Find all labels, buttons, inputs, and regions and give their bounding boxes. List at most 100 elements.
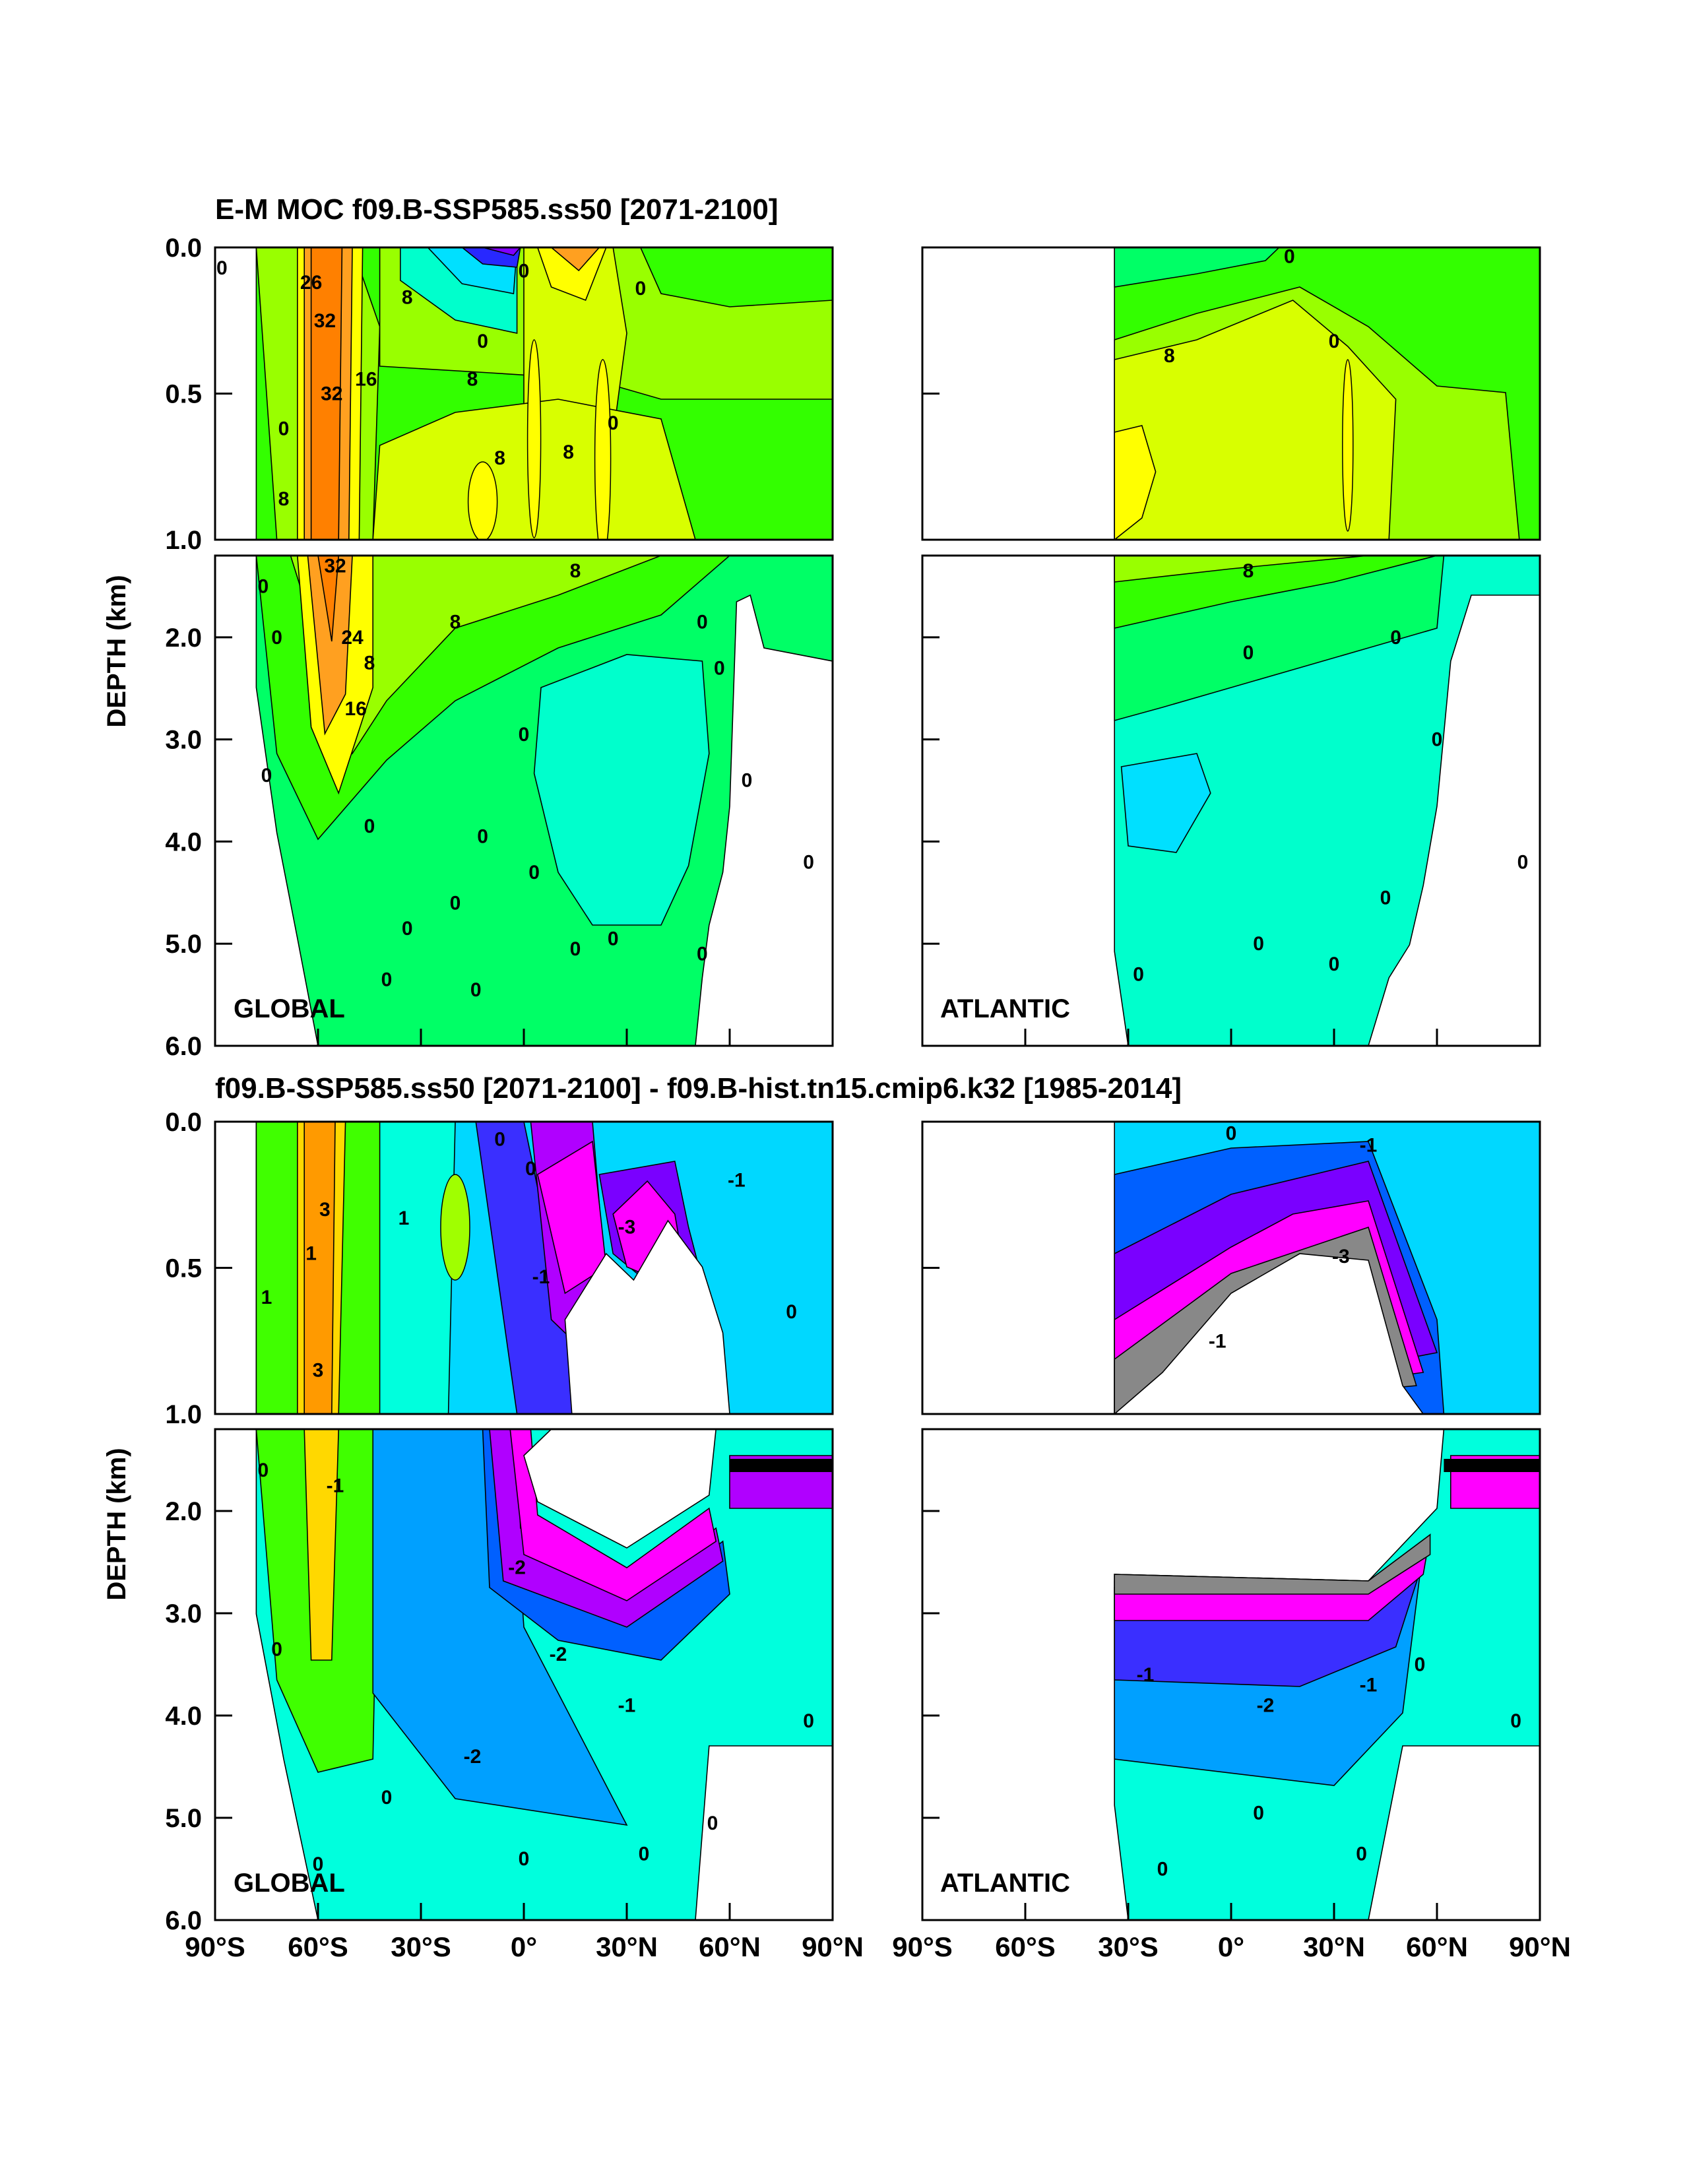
contour-band: [482, 247, 521, 256]
y-tick-label: 2.0: [165, 1497, 202, 1526]
y-tick-label: 3.0: [165, 1599, 202, 1628]
contour-label: 1: [261, 1287, 272, 1308]
contour-band: [533, 654, 710, 926]
global-diff-upper-contours: [255, 1122, 833, 1414]
contour-label: 0: [1356, 1843, 1367, 1865]
contour-label: 8: [1243, 560, 1254, 582]
x-tick-label: 90°S: [185, 1931, 245, 1962]
contour-label: 0: [1329, 331, 1340, 352]
y-tick-label: 4.0: [165, 1702, 202, 1731]
global-upper-contours: [255, 247, 833, 540]
global-diff-lower-contours: [255, 1429, 833, 1920]
contour-label: -1: [532, 1266, 550, 1288]
contour-band: [379, 1122, 456, 1414]
contour-band: [526, 339, 542, 538]
contour-band: [303, 1122, 336, 1414]
contour-label: 0: [1380, 887, 1391, 909]
contour-label: 0: [1390, 627, 1401, 649]
contour-label: 0: [477, 826, 488, 848]
contour-band: [1114, 556, 1438, 629]
contour-label: -1: [1137, 1664, 1155, 1686]
region-label-global-bottom: GLOBAL: [234, 1869, 345, 1898]
y-tick-label: 3.0: [165, 726, 202, 755]
contour-label: 0: [1329, 953, 1340, 975]
contour-band: [536, 247, 607, 302]
contour-label: 3: [319, 1199, 331, 1221]
contour-label: 0: [364, 816, 375, 837]
contour-band: [303, 1429, 340, 1661]
atlantic-diff-lower-contours: [1114, 1429, 1540, 1920]
y-tick-label: 5.0: [165, 930, 202, 959]
contour-label: 0: [786, 1301, 797, 1323]
contour-band: [1342, 359, 1354, 532]
contour-label: -3: [618, 1216, 636, 1238]
contour-label: 16: [345, 698, 367, 720]
x-tick-label: 60°S: [288, 1931, 348, 1962]
no-data-region: [523, 1429, 717, 1549]
y-tick-label: 0.0: [165, 1108, 202, 1137]
contour-label: 0: [803, 851, 814, 873]
y-tick-label: 1.0: [165, 1400, 202, 1429]
x-tick-label: 30°N: [1303, 1931, 1365, 1962]
contour-label: 0: [271, 1638, 282, 1660]
contour-label: 8: [278, 488, 290, 510]
atlantic-diff-upper-contours: [1113, 1122, 1540, 1414]
contour-label: 0: [803, 1710, 814, 1732]
contour-label: 16: [355, 368, 377, 390]
dense-contour-band: [730, 1459, 833, 1472]
contour-band: [594, 359, 612, 540]
contour-label: -1: [1209, 1330, 1227, 1352]
contour-label: 0: [271, 627, 282, 649]
contour-band: [372, 1429, 628, 1826]
top-figure-title: E-M MOC f09.B-SSP585.ss50 [2071-2100]: [215, 193, 779, 226]
contour-label: 0: [528, 862, 540, 883]
contour-label: 32: [321, 383, 342, 405]
region-label-global-top: GLOBAL: [234, 994, 345, 1023]
contour-label: -1: [728, 1170, 746, 1192]
contour-label: 0: [519, 724, 530, 746]
contour-label: 0: [1432, 729, 1443, 751]
y-tick-label: 4.0: [165, 827, 202, 856]
region-label-atlantic-bottom: ATLANTIC: [940, 1869, 1070, 1898]
contour-label: 0: [381, 969, 393, 990]
contour-label: 0: [477, 331, 488, 352]
x-tick-label: 90°N: [1509, 1931, 1571, 1962]
global-lower-contours: [255, 556, 833, 1046]
contour-label: 0: [608, 412, 619, 434]
x-tick-label: 0°: [511, 1931, 537, 1962]
contour-label: 0: [1253, 1802, 1264, 1824]
y-tick-label: 0.0: [165, 234, 202, 263]
contour-label: 0: [257, 575, 269, 597]
contour-label: 32: [314, 310, 336, 332]
contour-label: 8: [494, 447, 505, 469]
contour-label: 0: [1415, 1654, 1426, 1676]
y-tick-label: 0.5: [165, 1254, 202, 1283]
contour-label: 0: [1157, 1859, 1168, 1880]
contour-band: [317, 556, 340, 642]
contour-label: 0: [519, 260, 530, 282]
atlantic-lower-contours: [1114, 556, 1540, 1046]
contour-band: [1114, 425, 1157, 540]
top-y-axis-label: DEPTH (km): [102, 575, 131, 727]
x-tick-label: 60°N: [699, 1931, 761, 1962]
contour-band: [1114, 556, 1369, 583]
dense-contour-band: [1444, 1459, 1540, 1472]
x-tick-label: 60°N: [1406, 1931, 1468, 1962]
contour-label: -1: [1360, 1134, 1378, 1156]
contour-band: [290, 556, 662, 755]
y-tick-label: 6.0: [165, 1906, 202, 1935]
contour-label: 3: [313, 1360, 324, 1382]
contour-label: 8: [402, 286, 413, 308]
contour-label: 0: [707, 1813, 718, 1834]
contour-label: 0: [714, 657, 725, 679]
contour-label: 0: [1226, 1123, 1237, 1145]
contour-label: 0: [450, 892, 461, 914]
contour-label: 0: [608, 928, 619, 949]
bottom-figure-title: f09.B-SSP585.ss50 [2071-2100] - f09.B-hi…: [215, 1072, 1182, 1105]
contour-label: 8: [563, 441, 574, 463]
contour-label: 24: [341, 627, 364, 649]
x-tick-label: 90°N: [802, 1931, 864, 1962]
contour-label: 0: [470, 979, 482, 1001]
contour-label: 0: [697, 944, 708, 965]
contour-band: [1114, 247, 1280, 288]
